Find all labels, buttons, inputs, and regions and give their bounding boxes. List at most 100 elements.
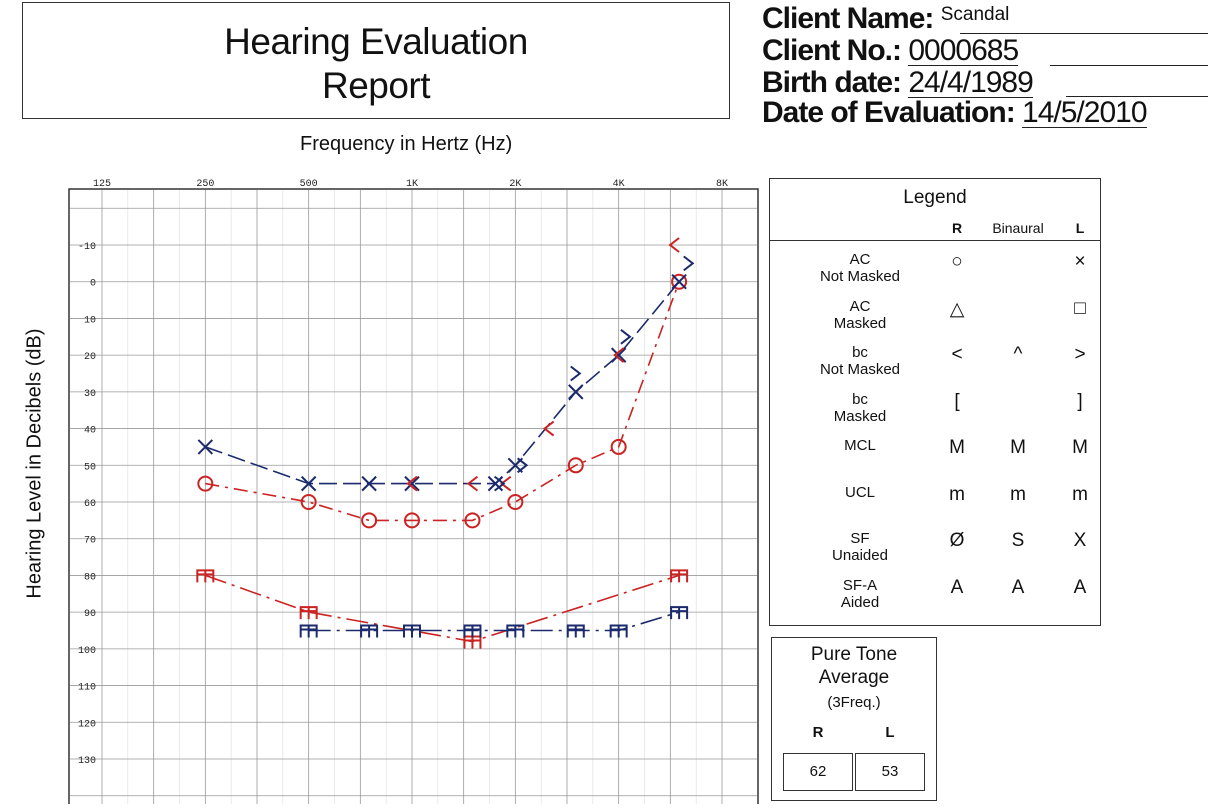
- y-tick-label: 60: [84, 499, 96, 510]
- legend-row-sublabel: Masked: [833, 314, 887, 332]
- legend-symbol-l: □: [1074, 297, 1086, 319]
- legend-symbol-binaural: M: [1010, 437, 1026, 458]
- birth-date-value: 24/4/1989: [908, 66, 1034, 99]
- legend-symbol-r: [: [954, 390, 960, 412]
- y-tick-label: 50: [84, 462, 96, 473]
- y-axis-title: Hearing Level in Decibels (dB): [23, 328, 46, 599]
- x-tick-label: 8K: [716, 179, 728, 190]
- legend-box: Legend R Binaural L AC Not Masked ○ × AC Mask…: [769, 178, 1101, 626]
- y-tick-label: -10: [78, 242, 96, 253]
- data-point-ucl: [299, 606, 318, 620]
- data-point-ucl: [403, 624, 421, 638]
- data-point-cross: [610, 347, 627, 363]
- data-point-cross: [300, 475, 317, 492]
- legend-symbol-binaural: A: [1011, 576, 1025, 598]
- data-point-bc-right: [542, 420, 555, 437]
- plot-frame: [68, 188, 759, 804]
- data-point-cross: [404, 475, 420, 492]
- pta-subtitle: (3Freq.): [827, 694, 881, 711]
- legend-row-label: UCL: [844, 483, 875, 501]
- legend-symbol-r: ○: [951, 251, 963, 272]
- legend-symbol-l: M: [1072, 437, 1088, 458]
- data-point-ucl: [299, 624, 318, 638]
- y-tick-label: 100: [78, 646, 96, 657]
- legend-symbol-r: M: [949, 437, 965, 458]
- y-tick-label: 20: [84, 352, 96, 363]
- pta-l-label: L: [885, 724, 895, 741]
- pta-l-value: 53: [855, 753, 925, 791]
- legend-symbol-l: >: [1074, 344, 1086, 365]
- data-point-bc-right: [613, 347, 625, 363]
- legend-col-binaural: Binaural: [992, 220, 1044, 236]
- data-point-circle: [567, 457, 584, 474]
- data-point-ucl: [670, 606, 689, 620]
- legend-divider: [770, 240, 1100, 241]
- x-tick-label: 250: [196, 179, 214, 190]
- data-point-bc-left: [683, 255, 695, 272]
- client-name-underline: [960, 33, 1208, 34]
- legend-symbol-r: A: [950, 576, 964, 598]
- data-point-cross: [487, 475, 504, 492]
- data-point-ucl: [463, 624, 482, 638]
- legend-row-label: SF-A: [842, 576, 878, 594]
- data-point-cross: [197, 439, 214, 455]
- data-point-circle: [507, 494, 524, 510]
- y-tick-label: 30: [84, 389, 96, 400]
- legend-row-label: MCL: [844, 437, 876, 454]
- x-tick-label: 1K: [406, 179, 418, 190]
- data-point-bc-right: [466, 475, 479, 492]
- data-point-circle: [300, 494, 317, 510]
- legend-symbol-r: △: [949, 298, 965, 320]
- data-point-bc-left: [494, 475, 506, 492]
- data-point-cross: [671, 274, 687, 290]
- birth-date-row: Birth date: 24/4/1989: [762, 66, 1034, 100]
- legend-symbol-r: Ø: [949, 530, 965, 551]
- birth-date-label: Birth date:: [762, 66, 902, 99]
- legend-row-sublabel: Aided: [840, 593, 880, 611]
- legend-title: Legend: [903, 187, 967, 208]
- data-point-circle: [197, 475, 214, 492]
- data-point-ucl: [196, 569, 215, 583]
- data-point-bc-left: [620, 328, 632, 345]
- data-point-ucl: [609, 624, 628, 638]
- data-point-ucl: [506, 624, 525, 638]
- x-tick-label: 2K: [509, 179, 521, 190]
- y-tick-label: 80: [84, 572, 96, 583]
- x-tick-label: 500: [300, 179, 318, 190]
- client-name-value: Scandal: [940, 4, 1010, 25]
- data-point-bc-left: [570, 365, 582, 382]
- legend-row-label: SF: [850, 530, 870, 547]
- birth-date-underline: [1066, 96, 1208, 97]
- y-tick-label: 10: [84, 315, 96, 326]
- data-point-bc-right: [500, 475, 512, 492]
- client-name-label: Client Name:: [762, 2, 934, 35]
- data-point-circle: [464, 512, 481, 529]
- legend-row-sublabel: Masked: [833, 407, 887, 425]
- data-point-cross: [361, 475, 377, 492]
- data-point-circle: [404, 512, 420, 529]
- data-point-ucl: [360, 624, 379, 638]
- pta-r-label: R: [812, 724, 824, 741]
- data-point-bc-right: [406, 475, 418, 492]
- legend-col-l: L: [1075, 220, 1085, 236]
- data-point-ucl: [463, 635, 482, 649]
- legend-symbol-l: X: [1073, 530, 1087, 551]
- legend-row-sublabel: Not Masked: [819, 361, 901, 378]
- series-line: [205, 281, 680, 522]
- series-line: [205, 281, 680, 485]
- audiogram-chart: 125 250 500 1K 2K 4K 8K -10 0 10 20 30 40 50 60 70 80 90 1…: [68, 179, 759, 804]
- eval-date-row: Date of Evaluation: 14/5/2010: [762, 96, 1148, 130]
- client-no-row: Client No.: 0000685: [762, 34, 1019, 68]
- legend-symbol-r: <: [951, 344, 963, 365]
- data-point-circle: [610, 438, 627, 455]
- report-title-line2: Report: [321, 65, 431, 106]
- y-tick-label: 130: [78, 756, 96, 767]
- legend-symbol-l: ×: [1074, 251, 1086, 272]
- x-tick-label: 125: [93, 179, 111, 190]
- legend-row-sublabel: Unaided: [832, 547, 888, 564]
- eval-date-label: Date of Evaluation:: [762, 96, 1016, 129]
- client-no-label: Client No.:: [762, 34, 902, 67]
- data-point-circle: [361, 512, 378, 529]
- y-tick-label: 70: [84, 536, 96, 547]
- legend-col-r: R: [951, 220, 963, 236]
